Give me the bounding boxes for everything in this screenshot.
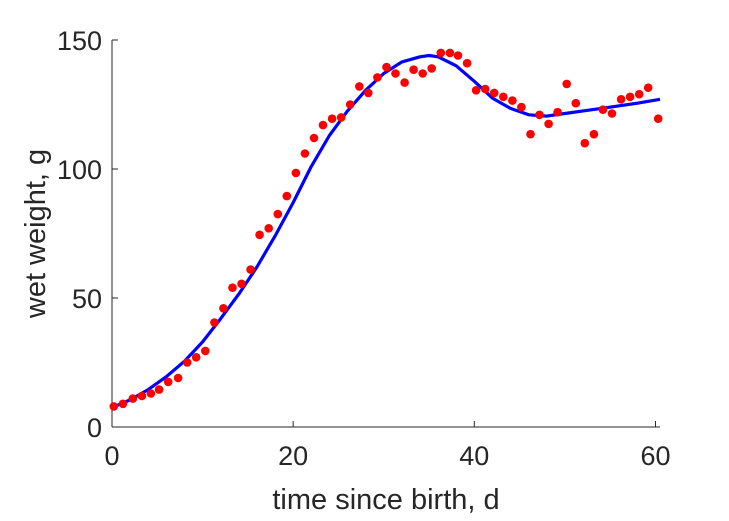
data-point	[526, 129, 535, 139]
fit-curve	[111, 53, 661, 410]
data-point	[471, 86, 481, 95]
data-point	[300, 149, 310, 158]
data-point	[616, 95, 626, 104]
data-point	[653, 114, 663, 123]
y-tick-label: 50	[72, 284, 102, 314]
x-tick-label: 60	[640, 441, 670, 471]
data-point	[154, 385, 164, 394]
x-tick-label: 0	[104, 441, 119, 471]
data-point	[462, 58, 472, 68]
data-point	[201, 346, 210, 356]
data-point	[364, 88, 373, 98]
data-point	[445, 48, 455, 58]
data-point	[146, 389, 156, 398]
data-point	[373, 73, 382, 82]
data-point	[264, 224, 274, 233]
data-point	[598, 105, 608, 114]
data-points-layer	[109, 48, 663, 411]
data-point	[453, 51, 463, 60]
data-point	[228, 283, 237, 293]
data-point	[436, 48, 446, 58]
data-point	[571, 98, 581, 108]
data-point	[382, 62, 391, 72]
data-point	[128, 394, 138, 403]
data-point	[589, 129, 599, 139]
data-point	[418, 69, 428, 78]
data-point	[427, 64, 437, 73]
data-point	[508, 96, 517, 105]
data-point	[499, 92, 508, 102]
x-tick-label: 20	[278, 441, 308, 471]
data-point	[391, 69, 400, 78]
data-point	[634, 89, 644, 99]
x-tick-label: 40	[459, 441, 489, 471]
ticks-layer: 0 20 40 60 0 50 100 150	[57, 26, 671, 471]
data-point	[580, 138, 590, 148]
data-point	[409, 65, 418, 74]
data-point	[109, 402, 119, 411]
data-point	[118, 399, 128, 409]
data-point	[607, 109, 617, 118]
data-point	[309, 133, 319, 143]
data-point	[210, 318, 219, 327]
y-tick-label: 150	[57, 26, 102, 56]
data-point	[480, 84, 490, 94]
data-point	[137, 391, 147, 401]
data-point	[182, 358, 192, 367]
data-point	[544, 119, 553, 129]
data-point	[246, 265, 255, 274]
data-point	[489, 88, 499, 98]
data-point	[535, 110, 544, 120]
data-point	[237, 279, 246, 289]
data-point	[553, 107, 562, 117]
data-point	[345, 100, 355, 109]
data-point	[625, 92, 635, 102]
data-point	[355, 82, 364, 91]
data-point	[282, 191, 292, 201]
data-point	[163, 377, 173, 387]
fit-curve-layer	[111, 53, 661, 410]
data-point	[318, 120, 328, 130]
data-point	[517, 102, 526, 112]
data-point	[643, 83, 653, 92]
y-axis-label: wet weight, g	[20, 149, 52, 319]
axes	[111, 40, 660, 428]
data-point	[191, 353, 201, 362]
y-tick-label: 0	[87, 413, 102, 443]
data-point	[173, 373, 183, 383]
data-point	[400, 78, 409, 87]
data-point	[219, 304, 228, 313]
data-point	[562, 79, 571, 89]
data-point	[255, 230, 264, 240]
data-point	[291, 168, 301, 178]
data-point	[336, 113, 346, 122]
x-axis-label: time since birth, d	[272, 484, 499, 516]
data-point	[273, 209, 283, 219]
y-tick-label: 100	[57, 155, 102, 185]
data-point	[327, 114, 337, 123]
